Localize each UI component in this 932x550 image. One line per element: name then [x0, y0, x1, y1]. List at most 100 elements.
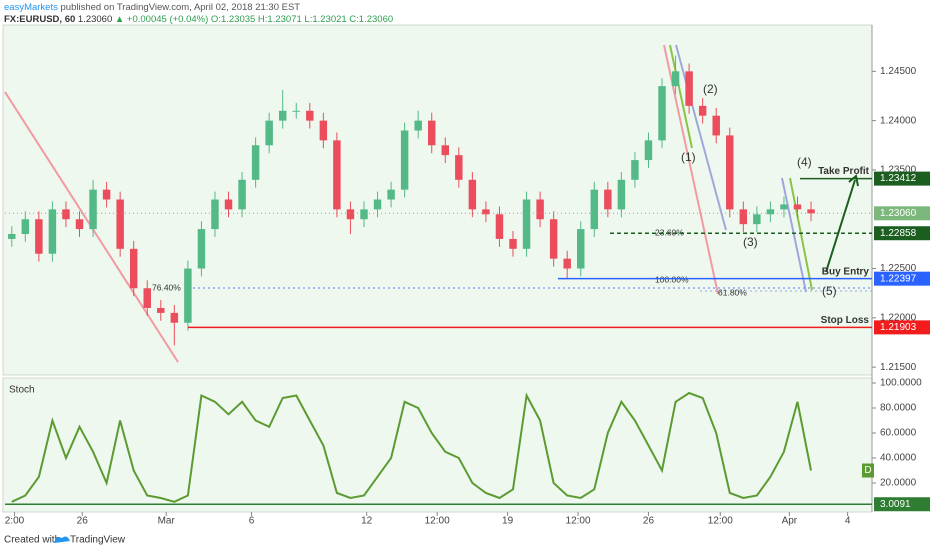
- candle-body: [753, 214, 761, 225]
- candle-body: [658, 86, 666, 141]
- candle-body: [251, 145, 260, 180]
- candle-body: [522, 199, 531, 249]
- candle-body: [62, 209, 70, 220]
- change: ▲ +0.00045 (+0.04%): [115, 14, 208, 25]
- level-label: Stop Loss: [821, 315, 870, 326]
- candle-body: [75, 219, 84, 230]
- x-tick-label: 26: [77, 516, 89, 527]
- candle-body: [590, 189, 599, 230]
- price: 1.23060: [78, 14, 112, 25]
- stoch-tick-label: 20.0000: [880, 478, 917, 489]
- trend-line: [675, 44, 727, 231]
- published: published on TradingView.com, April 02, …: [61, 2, 301, 13]
- x-tick-label: Apr: [782, 516, 798, 527]
- candle-body: [211, 199, 219, 230]
- fib-label: 61.80%: [718, 287, 747, 297]
- candle-body: [184, 268, 192, 323]
- candle-body: [21, 219, 30, 235]
- candle-body: [346, 209, 355, 220]
- wave-label: (1): [681, 150, 696, 164]
- candle-body: [509, 238, 517, 249]
- x-tick-label: 6: [249, 516, 255, 527]
- candle-body: [698, 105, 707, 116]
- candle-body: [319, 120, 328, 141]
- candle-body: [116, 199, 124, 249]
- candle-body: [468, 179, 477, 210]
- price-badge-label: 1.22858: [880, 228, 917, 239]
- candle-body: [631, 160, 639, 180]
- stoch-level-badge: [874, 497, 930, 512]
- candle-body: [170, 312, 179, 323]
- stoch-tick-label: 100.0000: [880, 378, 922, 389]
- wave-label: (4): [797, 155, 812, 169]
- stoch-tick-label: 60.0000: [880, 428, 917, 439]
- symbol: FX:EURUSD, 60: [4, 14, 75, 25]
- target-arrow: [825, 179, 856, 273]
- x-tick-label: 19: [502, 516, 514, 527]
- candle-body: [807, 209, 815, 214]
- stoch-pane: [2, 377, 873, 513]
- candle-body: [671, 71, 680, 87]
- footer-brand: TradingView: [70, 535, 126, 546]
- x-tick-label: 26: [643, 516, 655, 527]
- candle-body: [780, 204, 788, 210]
- x-tick-label: Mar: [158, 516, 176, 527]
- header-line-2: FX:EURUSD, 60 1.23060 ▲ +0.00045 (+0.04%…: [4, 14, 393, 25]
- x-tick-label: 12:00: [566, 516, 591, 527]
- footer-created: Created with: [4, 535, 60, 546]
- stoch-level-label: 3.0091: [880, 499, 911, 510]
- candle-body: [197, 229, 206, 269]
- candle-body: [8, 234, 16, 239]
- candle-body: [604, 189, 612, 210]
- fib-label: 23.60%: [655, 227, 684, 237]
- candle-body: [712, 115, 720, 136]
- candle-body: [306, 110, 314, 121]
- stoch-tick-label: 40.0000: [880, 453, 917, 464]
- price-badge: [874, 320, 930, 335]
- level-label: Buy Entry: [822, 266, 870, 277]
- candle-body: [563, 258, 571, 269]
- arrow-head: [848, 174, 859, 187]
- x-tick-label: 12:00: [708, 516, 733, 527]
- trend-line: [669, 44, 693, 149]
- ohlc: O:1.23035 H:1.23071 L:1.23021 C:1.23060: [211, 14, 393, 25]
- candle-body: [739, 209, 748, 225]
- candle-body: [726, 135, 734, 210]
- candle-body: [414, 120, 422, 131]
- candle-body: [360, 209, 368, 220]
- candle-body: [48, 209, 57, 254]
- candle-body: [238, 179, 246, 210]
- candle-body: [685, 71, 693, 106]
- wave-label: (2): [703, 82, 718, 96]
- x-tick-label: 12:00: [425, 516, 450, 527]
- publisher: easyMarkets: [4, 2, 58, 13]
- x-tick-label: 4: [845, 516, 851, 527]
- candle-body: [143, 288, 151, 308]
- y-tick-label: 1.23500: [880, 165, 917, 176]
- y-tick-label: 1.21500: [880, 362, 917, 373]
- candle-body: [536, 199, 544, 220]
- stoch-title: Stoch: [9, 385, 35, 396]
- candle-body: [292, 110, 300, 112]
- candle-body: [495, 214, 504, 239]
- y-tick-label: 1.24000: [880, 115, 917, 126]
- candle-body: [400, 130, 409, 190]
- candle-body: [793, 204, 802, 210]
- wave-label: (5): [822, 284, 837, 298]
- candle-body: [89, 189, 97, 230]
- price-badge: [874, 171, 930, 186]
- price-badge-label: 1.23412: [880, 173, 917, 184]
- candle-body: [35, 219, 43, 254]
- trend-line: [663, 44, 719, 295]
- price-badge-label: 1.22397: [880, 273, 917, 284]
- candle-body: [102, 189, 111, 200]
- candle-body: [455, 155, 463, 180]
- candle-body: [441, 145, 449, 156]
- candle-body: [373, 199, 382, 210]
- candle-body: [129, 248, 138, 289]
- header-line-1: easyMarkets published on TradingView.com…: [4, 2, 300, 13]
- wave-label: (3): [743, 235, 758, 249]
- level-label: Take Profit: [818, 166, 870, 177]
- price-badge: [874, 206, 930, 221]
